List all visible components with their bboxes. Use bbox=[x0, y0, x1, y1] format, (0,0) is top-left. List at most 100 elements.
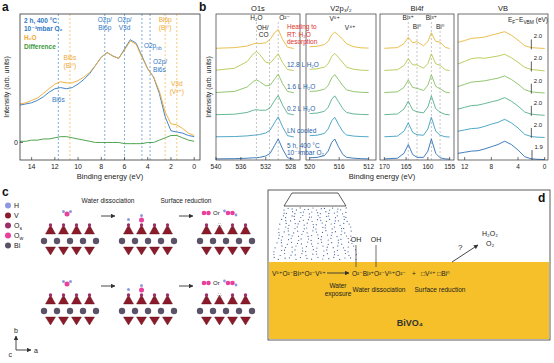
water-droplet bbox=[293, 232, 294, 233]
water-droplet bbox=[306, 258, 307, 259]
data-label: 2.0 bbox=[534, 55, 543, 61]
surface-oxygen bbox=[166, 293, 169, 296]
water-droplet bbox=[333, 257, 334, 258]
surface-oxygen bbox=[75, 223, 78, 226]
panel-c: HVOsOwBiOrWater dissociationSurface redu… bbox=[5, 197, 255, 358]
water-droplet bbox=[295, 223, 296, 224]
water-droplet bbox=[322, 258, 323, 259]
spectrum bbox=[458, 119, 545, 137]
water-droplet bbox=[295, 259, 296, 260]
water-droplet bbox=[325, 227, 326, 228]
x-tick bbox=[368, 157, 369, 160]
text-line: 5 h, 400 °C bbox=[287, 142, 320, 149]
vo4-tetrahedron bbox=[137, 317, 147, 325]
x-tick-label: 170 bbox=[379, 163, 390, 170]
water-droplet bbox=[308, 238, 309, 239]
water-droplet bbox=[291, 242, 292, 243]
water-droplet bbox=[311, 211, 312, 212]
water-droplet bbox=[328, 239, 329, 240]
text-line: 10⁻³mbar O₂ bbox=[24, 25, 63, 32]
vbm-marker bbox=[531, 106, 532, 116]
annotation: Bi6p(Bi⁰) bbox=[159, 16, 172, 32]
text-part: nb bbox=[156, 46, 162, 51]
surface-oxygen bbox=[49, 223, 52, 226]
step-label: Water dissociation bbox=[82, 197, 135, 204]
series-label: Heating toRT: H₂Odesorption bbox=[287, 23, 318, 46]
water-droplet bbox=[337, 245, 338, 246]
water-droplet bbox=[290, 220, 291, 221]
water-droplet bbox=[274, 257, 275, 258]
water-droplet bbox=[344, 232, 345, 233]
panel-frame bbox=[268, 190, 550, 340]
water-droplet bbox=[315, 229, 316, 230]
water-droplet bbox=[334, 213, 335, 214]
annotation: V3d(V³⁺) bbox=[170, 80, 184, 96]
bi-atom bbox=[236, 308, 242, 314]
annotation-line bbox=[269, 39, 270, 160]
water-droplet bbox=[298, 240, 299, 241]
water-droplet bbox=[288, 234, 289, 235]
bi-atom bbox=[158, 238, 164, 244]
annotation: Bi⁰ bbox=[436, 23, 445, 30]
vo4-tetrahedron bbox=[202, 247, 212, 255]
vo4-tetrahedron bbox=[46, 317, 56, 325]
surface-species: O²⁻Bi³⁺O²⁻V⁵⁺O²⁻ bbox=[352, 270, 406, 277]
water-droplet bbox=[341, 244, 342, 245]
arrow bbox=[179, 216, 193, 217]
plot-frame bbox=[458, 14, 548, 160]
water-droplet bbox=[344, 219, 345, 220]
water-droplet bbox=[350, 226, 351, 227]
surface-oxygen bbox=[140, 293, 143, 296]
x-tick bbox=[384, 157, 385, 160]
water-droplet bbox=[311, 243, 312, 244]
water-droplet bbox=[301, 253, 302, 254]
water-droplet bbox=[328, 213, 329, 214]
water-droplet bbox=[273, 251, 274, 252]
surface-oxygen bbox=[153, 223, 156, 226]
vbm-marker bbox=[531, 84, 532, 94]
water-droplet bbox=[278, 238, 279, 239]
water-droplet bbox=[294, 228, 295, 229]
legend-swatch bbox=[5, 233, 11, 239]
x-tick-label: 155 bbox=[444, 163, 455, 170]
vo4-tetrahedron bbox=[228, 317, 238, 325]
spectrum bbox=[384, 96, 449, 115]
water-droplet bbox=[311, 235, 312, 236]
water-droplet bbox=[318, 215, 319, 216]
legend-swatch bbox=[5, 243, 11, 249]
bi-atom bbox=[132, 308, 138, 314]
water-droplet bbox=[317, 234, 318, 235]
arrow bbox=[327, 273, 349, 274]
text-line: Bi6s bbox=[64, 54, 77, 61]
water-droplet bbox=[328, 258, 329, 259]
text-line: V3d bbox=[119, 24, 131, 31]
water-droplet bbox=[278, 259, 279, 260]
bi-atom bbox=[132, 238, 138, 244]
spectrum bbox=[310, 32, 369, 48]
plot-area bbox=[216, 29, 294, 159]
water-droplet bbox=[335, 231, 336, 232]
x-tick-label: 160 bbox=[422, 163, 433, 170]
x-tick bbox=[265, 157, 266, 160]
question-mark: ? bbox=[458, 243, 463, 252]
bi-atom bbox=[197, 308, 203, 314]
water-droplet bbox=[281, 240, 282, 241]
water-droplet bbox=[304, 209, 305, 210]
spectrum bbox=[20, 135, 194, 143]
water-droplet bbox=[335, 217, 336, 218]
annotation: H₂O bbox=[250, 14, 262, 21]
annotation-line bbox=[141, 14, 142, 160]
text-line: (V³⁺) bbox=[170, 88, 184, 96]
water-droplet bbox=[345, 212, 346, 213]
step-label: Waterexposure bbox=[325, 282, 352, 298]
water-droplet bbox=[325, 225, 326, 226]
water-droplet bbox=[303, 220, 304, 221]
surface-oxygen bbox=[75, 293, 78, 296]
arrow bbox=[179, 286, 193, 287]
water-droplet bbox=[307, 223, 308, 224]
text-part: VBM bbox=[523, 20, 534, 25]
water-oxygen bbox=[226, 281, 231, 286]
plot-area bbox=[384, 33, 449, 159]
legend-entry: Os bbox=[14, 222, 22, 231]
y-axis-label: Intensity (arb. units) bbox=[3, 56, 11, 117]
